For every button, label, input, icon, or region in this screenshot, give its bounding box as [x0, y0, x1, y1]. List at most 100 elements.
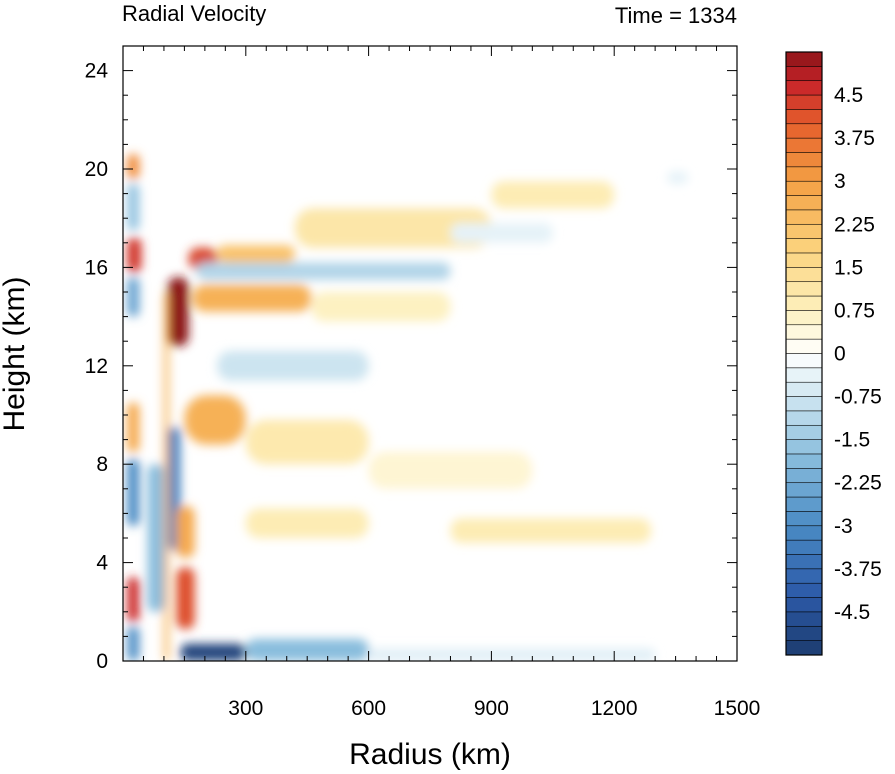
velocity-feature	[217, 351, 369, 381]
colorbar-bin	[785, 238, 823, 254]
velocity-feature	[168, 277, 189, 347]
colorbar-bin	[785, 396, 823, 412]
colorbar-bin	[785, 582, 823, 599]
colorbar-bin	[785, 468, 823, 484]
colorbar-tick-label: 4.5	[834, 84, 863, 107]
velocity-feature	[192, 284, 312, 312]
colorbar-bin	[785, 353, 823, 369]
colorbar-tick-label: -4.5	[834, 601, 870, 624]
colorbar-bin	[785, 381, 823, 398]
colorbar-bin	[785, 252, 823, 268]
colorbar-tick-label: 0	[834, 343, 846, 366]
velocity-feature	[450, 518, 652, 543]
colorbar-bin	[785, 410, 823, 426]
colorbar-tick-label: 3	[834, 170, 846, 193]
x-axis-label: Radius (km)	[349, 738, 511, 771]
y-axis: 0 4 8 12 16 20 24	[85, 45, 737, 673]
colorbar-tick-label: 0.75	[834, 299, 875, 322]
y-tick-label: 0	[96, 650, 108, 673]
velocity-feature	[127, 459, 140, 526]
colorbar-bin	[785, 281, 823, 297]
x-tick-label: 900	[474, 697, 509, 720]
x-tick-label: 1200	[591, 697, 638, 720]
velocity-feature	[184, 395, 246, 445]
colorbar-tick-label: -3	[834, 515, 853, 538]
y-tick-label: 24	[85, 60, 109, 83]
colorbar-tick-label: -3.75	[834, 558, 882, 581]
y-tick-label: 20	[85, 158, 108, 181]
colorbar-bin	[785, 295, 823, 311]
y-tick-label: 8	[96, 453, 108, 476]
velocity-feature	[147, 464, 164, 612]
x-tick-label: 600	[351, 697, 386, 720]
colorbar-bin	[785, 51, 823, 67]
velocity-feature	[127, 626, 140, 661]
velocity-feature	[196, 262, 451, 280]
velocity-feature	[368, 648, 656, 661]
y-tick-label: 12	[85, 355, 108, 378]
velocity-feature	[127, 154, 140, 179]
velocity-feature	[491, 181, 615, 209]
velocity-feature	[127, 237, 142, 273]
x-tick-label: 300	[228, 697, 263, 720]
colorbar-bin	[785, 640, 823, 656]
velocity-feature	[245, 638, 369, 661]
colorbar-bin	[785, 453, 823, 469]
velocity-feature	[127, 577, 140, 622]
colorbar-bin	[785, 310, 823, 326]
colorbar-bin	[785, 525, 823, 541]
plot-background	[123, 46, 737, 661]
colorbar-bin	[785, 267, 823, 283]
colorbar-bin	[785, 195, 823, 211]
colorbar-bin	[785, 180, 823, 197]
velocity-feature	[127, 402, 140, 452]
colorbar-bin	[785, 223, 823, 240]
y-tick-label: 4	[96, 552, 108, 575]
colorbar-bin	[785, 152, 823, 168]
colorbar-bin	[785, 66, 823, 82]
colorbar-frame	[785, 51, 823, 656]
x-tick-label: 1500	[714, 697, 761, 720]
colorbar-bin	[785, 611, 823, 627]
colorbar-tick-label: 3.75	[834, 127, 875, 150]
velocity-feature	[217, 245, 295, 263]
colorbar-bin	[785, 123, 823, 139]
velocity-feature	[245, 508, 369, 538]
y-axis-label: Height (km)	[0, 276, 31, 431]
colorbar-bin	[785, 482, 823, 498]
velocity-feature	[180, 643, 246, 661]
colorbar-bin	[785, 324, 823, 340]
colorbar-tick-label: -0.75	[834, 386, 882, 409]
colorbar-tick-label: -1.5	[834, 429, 870, 452]
velocity-feature	[245, 419, 369, 465]
colorbar-bin	[785, 367, 823, 383]
x-axis: 300 600 900 1200 1500	[142, 46, 761, 720]
velocity-feature	[163, 292, 169, 661]
velocity-feature	[311, 292, 451, 322]
velocity-feature	[294, 208, 492, 248]
colorbar-bin	[785, 511, 823, 527]
colorbar-bin	[785, 80, 823, 96]
chart-subtitle: Time = 1334	[615, 3, 737, 28]
velocity-feature	[368, 451, 533, 489]
colorbar-tick-label: -2.25	[834, 472, 882, 495]
colorbar-bin	[785, 94, 823, 110]
velocity-feature	[450, 223, 553, 243]
colorbar: 4.5 3.75 3 2.25 1.5 0.75 0 -0.75 -1.5 -2.25 -3 -3.7…	[785, 51, 882, 656]
velocity-feature	[176, 506, 195, 558]
colorbar-bin	[785, 209, 823, 225]
velocity-field	[127, 154, 688, 661]
plot-area	[123, 46, 737, 661]
colorbar-bin	[785, 424, 823, 441]
colorbar-bin	[785, 597, 823, 613]
colorbar-bin	[785, 439, 823, 455]
velocity-feature	[667, 171, 688, 184]
colorbar-bin	[785, 109, 823, 125]
colorbar-bin	[785, 625, 823, 642]
colorbar-tick-label: 1.5	[834, 256, 863, 279]
chart-title: Radial Velocity	[122, 1, 266, 26]
colorbar-tick-label: 2.25	[834, 213, 875, 236]
velocity-feature	[127, 183, 140, 231]
velocity-feature	[127, 277, 140, 317]
